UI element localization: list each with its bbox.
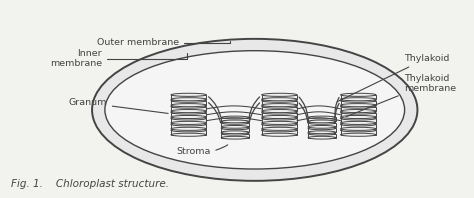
Ellipse shape [262, 129, 297, 132]
Ellipse shape [262, 127, 297, 130]
Ellipse shape [340, 109, 376, 113]
Bar [171, 118, 207, 123]
Bar [340, 124, 376, 129]
Bar [171, 130, 207, 135]
Text: Thylakoid
membrane: Thylakoid membrane [346, 73, 456, 117]
Ellipse shape [171, 123, 207, 126]
Bar [262, 124, 297, 129]
Text: Granum: Granum [68, 98, 168, 113]
Ellipse shape [221, 136, 249, 139]
Ellipse shape [308, 131, 336, 134]
Bar [340, 95, 376, 99]
Ellipse shape [262, 121, 297, 125]
Ellipse shape [262, 111, 297, 114]
Ellipse shape [171, 117, 207, 120]
Bar [171, 107, 207, 111]
Bar [262, 118, 297, 123]
Bar [221, 134, 249, 138]
Bar [340, 107, 376, 111]
Bar [221, 123, 249, 127]
Ellipse shape [171, 115, 207, 119]
Ellipse shape [171, 93, 207, 96]
Bar [262, 107, 297, 111]
Bar [262, 130, 297, 135]
Ellipse shape [308, 126, 336, 128]
Ellipse shape [340, 99, 376, 102]
Ellipse shape [105, 51, 405, 169]
Bar [171, 124, 207, 129]
Ellipse shape [262, 109, 297, 113]
Bar [308, 134, 336, 138]
Ellipse shape [221, 132, 249, 135]
Ellipse shape [221, 116, 249, 119]
Ellipse shape [171, 105, 207, 108]
Bar [340, 130, 376, 135]
Text: Stroma: Stroma [176, 145, 228, 156]
Ellipse shape [221, 120, 249, 123]
Bar [340, 118, 376, 123]
Ellipse shape [221, 126, 249, 128]
Bar [221, 128, 249, 132]
Bar [171, 112, 207, 117]
Ellipse shape [308, 132, 336, 135]
Ellipse shape [262, 133, 297, 136]
Ellipse shape [171, 111, 207, 114]
Ellipse shape [340, 129, 376, 132]
Ellipse shape [340, 133, 376, 136]
Ellipse shape [340, 127, 376, 130]
Ellipse shape [340, 104, 376, 107]
Ellipse shape [308, 127, 336, 130]
Ellipse shape [171, 99, 207, 102]
Bar [171, 95, 207, 99]
Bar [308, 128, 336, 132]
Ellipse shape [171, 127, 207, 130]
Ellipse shape [340, 111, 376, 114]
Ellipse shape [92, 39, 418, 181]
Ellipse shape [308, 136, 336, 139]
Text: Thylakoid: Thylakoid [337, 54, 449, 102]
Ellipse shape [262, 99, 297, 102]
Ellipse shape [340, 123, 376, 126]
Bar [262, 101, 297, 105]
Ellipse shape [221, 127, 249, 130]
Ellipse shape [171, 109, 207, 113]
Ellipse shape [340, 117, 376, 120]
Ellipse shape [171, 104, 207, 107]
Ellipse shape [262, 117, 297, 120]
Ellipse shape [340, 105, 376, 108]
Ellipse shape [221, 122, 249, 124]
Ellipse shape [340, 93, 376, 96]
Ellipse shape [308, 122, 336, 124]
Ellipse shape [340, 98, 376, 101]
Ellipse shape [308, 120, 336, 123]
Ellipse shape [262, 105, 297, 108]
Ellipse shape [262, 98, 297, 101]
Text: Fig. 1.    Chloroplast structure.: Fig. 1. Chloroplast structure. [11, 179, 169, 189]
Bar [308, 117, 336, 121]
Ellipse shape [171, 121, 207, 125]
Bar [340, 101, 376, 105]
Ellipse shape [171, 98, 207, 101]
Ellipse shape [340, 115, 376, 119]
Bar [221, 117, 249, 121]
Ellipse shape [340, 121, 376, 125]
Bar [308, 123, 336, 127]
Bar [171, 101, 207, 105]
Text: Inner
membrane: Inner membrane [50, 49, 187, 68]
Ellipse shape [262, 104, 297, 107]
Ellipse shape [262, 123, 297, 126]
Ellipse shape [308, 116, 336, 119]
Ellipse shape [171, 133, 207, 136]
Ellipse shape [262, 115, 297, 119]
Ellipse shape [221, 131, 249, 134]
Ellipse shape [262, 93, 297, 96]
Text: Outer membrane: Outer membrane [97, 38, 230, 47]
Bar [262, 112, 297, 117]
Bar [340, 112, 376, 117]
Ellipse shape [171, 129, 207, 132]
Bar [262, 95, 297, 99]
